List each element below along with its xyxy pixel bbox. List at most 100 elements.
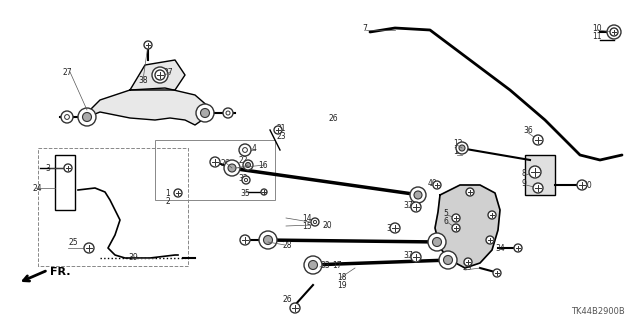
Circle shape bbox=[274, 126, 282, 134]
Circle shape bbox=[411, 202, 421, 212]
Circle shape bbox=[414, 191, 422, 199]
Polygon shape bbox=[80, 88, 210, 125]
Circle shape bbox=[452, 214, 460, 222]
Circle shape bbox=[533, 183, 543, 193]
Circle shape bbox=[308, 260, 317, 269]
Circle shape bbox=[488, 211, 496, 219]
Text: 37: 37 bbox=[403, 251, 413, 260]
Circle shape bbox=[228, 164, 236, 172]
Bar bbox=[38, 148, 188, 266]
Circle shape bbox=[577, 180, 587, 190]
Bar bbox=[525, 155, 555, 195]
Circle shape bbox=[290, 303, 300, 313]
Circle shape bbox=[144, 41, 152, 49]
Circle shape bbox=[246, 163, 250, 167]
Circle shape bbox=[84, 243, 94, 253]
Text: 26: 26 bbox=[328, 114, 338, 123]
Circle shape bbox=[210, 157, 220, 167]
Circle shape bbox=[607, 25, 621, 39]
Circle shape bbox=[65, 115, 69, 119]
Text: 8: 8 bbox=[522, 169, 527, 178]
Text: 32: 32 bbox=[238, 173, 248, 182]
Text: 20: 20 bbox=[322, 220, 332, 229]
Circle shape bbox=[155, 70, 165, 80]
Circle shape bbox=[529, 166, 541, 178]
Text: 36: 36 bbox=[523, 125, 532, 134]
Text: 39: 39 bbox=[128, 253, 138, 262]
Text: 35: 35 bbox=[240, 188, 250, 197]
Circle shape bbox=[304, 256, 322, 274]
Circle shape bbox=[224, 160, 240, 176]
Text: 24: 24 bbox=[32, 183, 42, 193]
Text: 3: 3 bbox=[45, 164, 50, 172]
Text: 6: 6 bbox=[443, 217, 448, 226]
Text: 10: 10 bbox=[592, 23, 602, 33]
Text: 38: 38 bbox=[138, 76, 148, 84]
Text: 21: 21 bbox=[276, 124, 285, 132]
Polygon shape bbox=[435, 185, 500, 268]
Circle shape bbox=[311, 218, 319, 226]
Text: 40: 40 bbox=[428, 179, 438, 188]
Text: 26: 26 bbox=[282, 295, 292, 305]
Circle shape bbox=[156, 71, 164, 79]
Bar bbox=[155, 140, 275, 200]
Circle shape bbox=[428, 233, 446, 251]
Circle shape bbox=[433, 181, 441, 189]
Circle shape bbox=[152, 67, 168, 83]
Text: 9: 9 bbox=[522, 179, 527, 188]
Text: 29: 29 bbox=[462, 263, 472, 273]
Circle shape bbox=[439, 251, 457, 269]
Circle shape bbox=[411, 252, 421, 262]
Text: 2: 2 bbox=[165, 196, 170, 205]
Text: 26: 26 bbox=[220, 158, 230, 167]
Circle shape bbox=[466, 188, 474, 196]
Text: 22: 22 bbox=[238, 156, 248, 164]
Polygon shape bbox=[130, 60, 185, 90]
Text: 19: 19 bbox=[337, 282, 347, 291]
Circle shape bbox=[314, 220, 317, 224]
Circle shape bbox=[240, 235, 250, 245]
Circle shape bbox=[390, 223, 400, 233]
Text: 33: 33 bbox=[320, 260, 330, 269]
Circle shape bbox=[64, 164, 72, 172]
Text: 30: 30 bbox=[582, 180, 592, 189]
Circle shape bbox=[444, 255, 452, 265]
Circle shape bbox=[223, 108, 233, 118]
Circle shape bbox=[174, 189, 182, 197]
Circle shape bbox=[514, 244, 522, 252]
Text: 1: 1 bbox=[165, 188, 170, 197]
Circle shape bbox=[533, 135, 543, 145]
Text: 17: 17 bbox=[332, 260, 342, 269]
Text: 25: 25 bbox=[68, 237, 77, 246]
Circle shape bbox=[610, 28, 618, 36]
Text: 34: 34 bbox=[495, 244, 505, 252]
Text: 28: 28 bbox=[282, 241, 291, 250]
Text: FR.: FR. bbox=[50, 267, 70, 277]
Circle shape bbox=[433, 237, 442, 246]
Circle shape bbox=[459, 145, 465, 151]
Text: 27: 27 bbox=[62, 68, 72, 76]
Circle shape bbox=[196, 104, 214, 122]
Circle shape bbox=[239, 144, 251, 156]
Text: 7: 7 bbox=[362, 23, 367, 33]
Circle shape bbox=[261, 189, 267, 195]
Text: 37: 37 bbox=[403, 201, 413, 210]
Circle shape bbox=[78, 108, 96, 126]
Bar bbox=[55, 155, 75, 210]
Text: 5: 5 bbox=[443, 209, 448, 218]
Text: 31: 31 bbox=[386, 223, 396, 233]
Text: 18: 18 bbox=[337, 274, 346, 283]
Circle shape bbox=[611, 28, 618, 36]
Text: 13: 13 bbox=[453, 147, 463, 156]
Text: TK44B2900B: TK44B2900B bbox=[572, 308, 625, 316]
Circle shape bbox=[83, 113, 92, 122]
Circle shape bbox=[244, 179, 248, 182]
Circle shape bbox=[242, 176, 250, 184]
Circle shape bbox=[61, 111, 73, 123]
Circle shape bbox=[493, 269, 501, 277]
Text: 15: 15 bbox=[302, 221, 312, 230]
Circle shape bbox=[243, 160, 253, 170]
Circle shape bbox=[456, 142, 468, 154]
Circle shape bbox=[243, 148, 248, 152]
Text: 16: 16 bbox=[258, 161, 268, 170]
